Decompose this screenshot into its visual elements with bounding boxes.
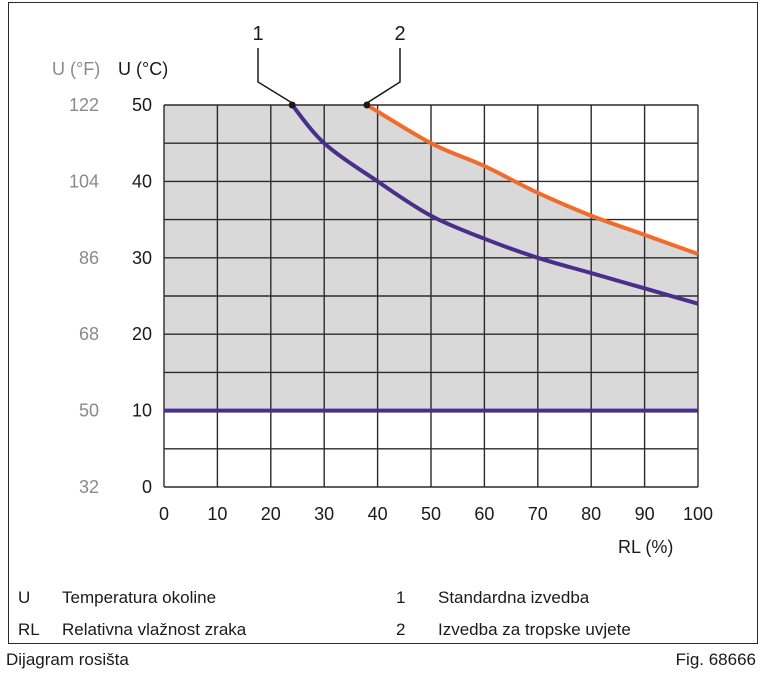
y-tick-label-c: 10 xyxy=(132,401,152,421)
y-tick-label-c: 0 xyxy=(142,477,152,497)
y-tick-label-c: 20 xyxy=(132,324,152,344)
legend-text-2: Izvedba za tropske uvjete xyxy=(438,620,631,639)
callout-leader xyxy=(257,48,293,104)
x-tick-label: 20 xyxy=(261,504,281,524)
legend-key-2: 2 xyxy=(396,620,406,639)
x-tick-label: 10 xyxy=(207,504,227,524)
figure-frame xyxy=(8,2,758,644)
figure-id: Fig. 68666 xyxy=(675,650,756,669)
legend-text-u: Temperatura okoline xyxy=(62,588,217,607)
y-tick-label-f: 122 xyxy=(69,95,99,115)
legend-text-1: Standardna izvedba xyxy=(438,588,590,607)
y-tick-label-c: 30 xyxy=(132,248,152,268)
x-axis-label: RL (%) xyxy=(618,537,673,557)
tick-labels: 0 10 20 30 40 50 60 70 80 90 100 0 10 20 30 40 50 32 50 68 8… xyxy=(69,95,713,524)
y-tick-label-c: 50 xyxy=(132,95,152,115)
legend-text-rl: Relativna vlažnost zraka xyxy=(62,620,247,639)
chart-grid xyxy=(163,104,699,488)
y-tick-label-f: 50 xyxy=(79,401,99,421)
series-1-line xyxy=(290,103,699,306)
callout-label: 1 xyxy=(252,23,263,45)
dew-point-chart: 0 10 20 30 40 50 60 70 80 90 100 0 10 20 30 40 50 32 50 68 8… xyxy=(52,23,713,557)
y-tick-label-c: 40 xyxy=(132,171,152,191)
series-lines xyxy=(164,103,699,413)
callout-dot xyxy=(288,101,296,109)
y-tick-label-f: 104 xyxy=(69,171,99,191)
callout-label: 2 xyxy=(394,23,405,45)
figure-caption: Dijagram rosišta xyxy=(6,650,129,669)
callout-dot xyxy=(363,101,371,109)
y-tick-label-f: 68 xyxy=(79,324,99,344)
x-tick-label: 30 xyxy=(314,504,334,524)
x-tick-label: 80 xyxy=(581,504,601,524)
y-axis-c-label: U (°C) xyxy=(118,59,168,79)
legend-key-u: U xyxy=(18,588,31,607)
x-tick-label: 40 xyxy=(368,504,388,524)
x-tick-label: 100 xyxy=(683,504,713,524)
y-axis-f-label: U (°F) xyxy=(52,59,100,79)
x-tick-label: 70 xyxy=(528,504,548,524)
x-tick-label: 90 xyxy=(635,504,655,524)
y-tick-label-f: 32 xyxy=(79,477,99,497)
x-tick-label: 50 xyxy=(421,504,441,524)
legend-key-1: 1 xyxy=(396,588,406,607)
x-tick-label: 60 xyxy=(474,504,494,524)
callout-leader xyxy=(366,48,401,104)
x-tick-label: 0 xyxy=(159,504,169,524)
series-2-line xyxy=(365,103,699,256)
legend-key-rl: RL xyxy=(18,620,40,639)
y-tick-label-f: 86 xyxy=(79,248,99,268)
